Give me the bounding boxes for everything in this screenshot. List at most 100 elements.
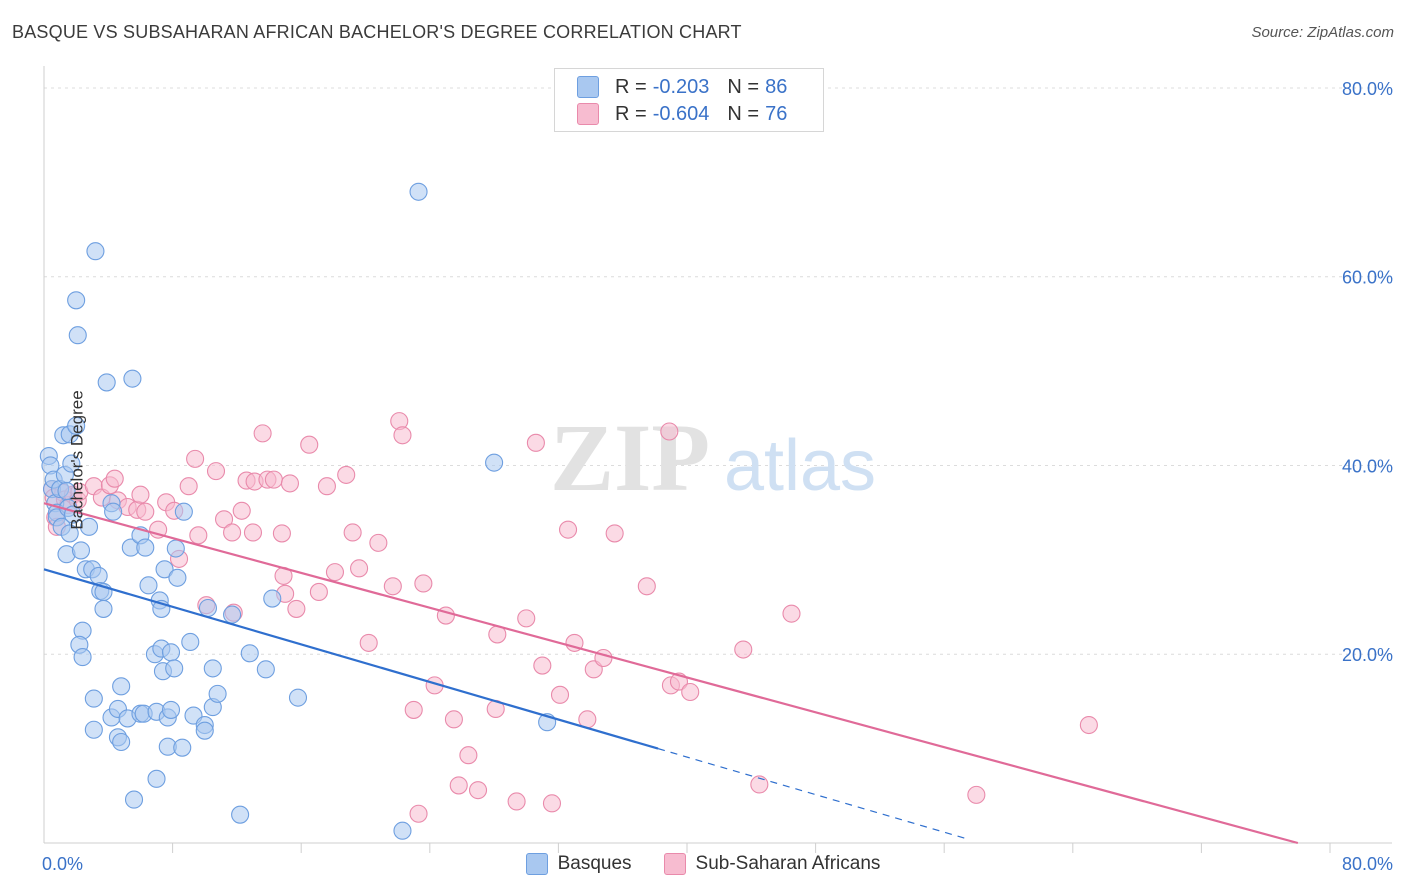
data-point [343, 523, 362, 542]
legend-item-basques[interactable]: Basques [525, 853, 632, 875]
data-point [131, 485, 150, 504]
data-point [161, 643, 181, 662]
x-tick-label: 0.0% [42, 854, 83, 874]
data-point [161, 700, 181, 719]
data-point [198, 598, 218, 618]
data-point [782, 604, 801, 623]
data-point [309, 582, 328, 601]
legend-row-sub-saharan: R = -0.604 N = 76 [577, 100, 787, 128]
trend-line-basques-extension [657, 748, 969, 840]
data-point [214, 510, 234, 529]
data-point [155, 560, 174, 579]
data-point [967, 785, 986, 804]
y-tick-label: 20.0% [1342, 645, 1393, 665]
stats-legend: R = -0.203 N = 86 R = -0.604 N = 76 [554, 68, 824, 132]
source-label: Source: ZipAtlas.com [1251, 24, 1394, 41]
data-point [223, 605, 242, 624]
data-point [507, 792, 526, 811]
data-point [173, 738, 192, 757]
legend-swatch-sub-saharan [663, 853, 686, 875]
data-point [287, 599, 306, 618]
grid-lines [44, 87, 1392, 655]
axes [43, 66, 1392, 853]
data-point [272, 524, 291, 543]
data-point [97, 373, 116, 392]
legend-swatch-basques [525, 853, 548, 875]
data-point [105, 469, 124, 488]
data-point [325, 563, 345, 582]
data-point [123, 369, 142, 388]
data-point [67, 291, 86, 310]
legend-r-value: -0.203 [652, 75, 710, 98]
data-point [485, 453, 504, 472]
data-point [166, 539, 185, 558]
data-point [605, 524, 624, 543]
data-point [637, 577, 656, 596]
data-point [71, 541, 91, 560]
data-point [263, 589, 282, 608]
data-point [223, 523, 242, 542]
data-point [300, 435, 319, 454]
data-point [734, 640, 753, 659]
chart-title: BASQUE VS SUBSAHARAN AFRICAN BACHELOR'S … [12, 22, 742, 42]
data-point [517, 609, 536, 628]
legend-swatch-sub-saharan [577, 103, 599, 125]
data-point [206, 462, 226, 481]
data-point [94, 599, 113, 618]
legend-label-sub-saharan: Sub-Saharan Africans [695, 853, 881, 874]
data-point [558, 520, 578, 539]
legend-swatch-basques [577, 76, 599, 98]
data-point [84, 689, 103, 708]
data-point [208, 684, 227, 703]
data-point [86, 242, 105, 261]
legend-r-value: -0.604 [652, 102, 710, 125]
data-point [79, 517, 99, 536]
data-point [681, 682, 700, 702]
data-point [409, 182, 428, 201]
y-tick-label: 60.0% [1342, 268, 1393, 288]
data-point [660, 422, 679, 441]
data-point [243, 523, 263, 542]
data-point [444, 710, 463, 729]
data-point [383, 577, 402, 596]
data-point [231, 805, 250, 824]
data-point [186, 449, 205, 468]
data-point [288, 688, 308, 707]
x-tick-label: 80.0% [1342, 854, 1393, 874]
data-point [337, 465, 356, 484]
data-point [67, 416, 86, 435]
data-point [550, 685, 570, 704]
data-point [459, 746, 478, 765]
data-point [393, 821, 412, 840]
data-point [256, 660, 275, 679]
legend-r-prefix: R = [615, 102, 647, 125]
legend-item-sub-saharan[interactable]: Sub-Saharan Africans [663, 853, 881, 875]
data-point [409, 804, 428, 823]
data-point [542, 794, 562, 813]
data-point [136, 502, 155, 521]
legend-n-value: 76 [765, 102, 788, 125]
series-basques-points [39, 182, 557, 840]
data-point [393, 426, 412, 445]
y-tick-label: 40.0% [1342, 456, 1393, 476]
data-point [84, 720, 103, 739]
legend-row-basques: R = -0.203 N = 86 [577, 73, 787, 101]
tick-labels: 20.0% 40.0% 60.0% 80.0% 0.0% 80.0% [42, 79, 1393, 874]
data-point [750, 775, 769, 794]
data-point [189, 526, 208, 545]
data-point [350, 559, 369, 578]
y-axis-label: Bachelor's Degree [67, 390, 87, 530]
data-point [179, 477, 198, 496]
data-point [136, 538, 155, 557]
data-point [317, 477, 336, 496]
data-point [195, 721, 214, 740]
data-point [468, 781, 488, 800]
data-point [232, 501, 251, 520]
data-point [1079, 715, 1098, 735]
trend-lines [43, 502, 1299, 845]
data-point [124, 790, 144, 809]
legend-n-label: N = [727, 75, 760, 98]
data-point [68, 326, 87, 345]
data-point [526, 433, 545, 452]
data-point [168, 568, 187, 587]
